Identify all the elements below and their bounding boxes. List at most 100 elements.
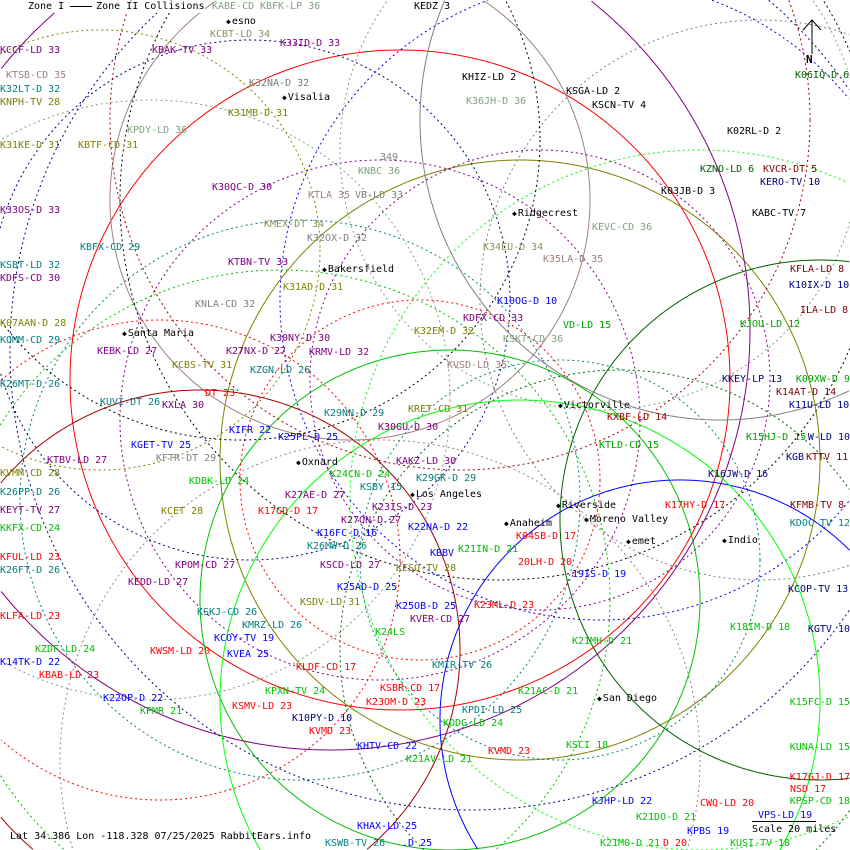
station-label[interactable]: K16FC-D 16	[317, 528, 378, 539]
station-label[interactable]: KTLA 35	[308, 190, 351, 201]
station-label[interactable]: K22OP-D 22	[103, 693, 164, 704]
station-label[interactable]: KNLA-CD 32	[195, 299, 256, 310]
station-label[interactable]: KVER-CD 27	[410, 614, 471, 625]
station-label[interactable]: KEYT-TV 27	[0, 505, 61, 516]
station-label[interactable]: K16JW-D 16	[708, 469, 769, 480]
station-label[interactable]: KPMR 21	[140, 706, 183, 717]
station-label[interactable]: K26FT-D 26	[0, 565, 61, 576]
station-label[interactable]: K06IQ-D 6	[795, 70, 850, 81]
station-label[interactable]: KCOY-TV 19	[214, 633, 275, 644]
station-label[interactable]: CWQ-LD 20	[700, 798, 755, 809]
station-label[interactable]: K23OM-D 23	[366, 697, 427, 708]
station-label[interactable]: K31AD-D 31	[283, 282, 344, 293]
station-label[interactable]: KPOM-CD 27	[175, 560, 236, 571]
station-label[interactable]: KCCF-LD 33	[0, 45, 61, 56]
station-label[interactable]: 20LH-D 20	[518, 557, 573, 568]
station-label[interactable]: KUVI-DT 26	[100, 397, 161, 408]
station-label[interactable]: K23IS-D 23	[372, 502, 433, 513]
station-label[interactable]: KSWB-TV 26	[325, 838, 386, 849]
station-label[interactable]: KTSB-CD 35	[6, 70, 67, 81]
station-label[interactable]: KEBK-LD 27	[97, 346, 158, 357]
station-label[interactable]: K29NN-D 29	[324, 408, 385, 419]
station-label[interactable]: KSBY 15	[360, 482, 403, 493]
station-label[interactable]: K27ON-D 27	[341, 515, 402, 526]
station-label[interactable]: KRMV-LD 32	[309, 347, 370, 358]
station-label[interactable]: KDFS-CD 30	[0, 273, 61, 284]
station-label[interactable]: KESQ-TV 28	[396, 563, 457, 574]
station-label[interactable]: K21DO-D 21	[636, 812, 697, 823]
station-label[interactable]: KUSI-TV 18	[730, 838, 791, 849]
station-label[interactable]: NSD 17	[790, 784, 827, 795]
station-label[interactable]: K27AE-D 27	[285, 490, 346, 501]
station-label[interactable]: K15HJ-D 15	[746, 432, 807, 443]
station-label[interactable]: K14TK-D 22	[0, 657, 61, 668]
station-label[interactable]: K21AV-LD 21	[406, 754, 473, 765]
station-label[interactable]: KPDI-LD 25	[462, 705, 523, 716]
station-label[interactable]: K18IM-D 18	[730, 622, 791, 633]
station-label[interactable]: KSDV-LD 31	[300, 597, 361, 608]
station-label[interactable]: KFUL-LD 23	[0, 552, 61, 563]
station-label[interactable]: KRET-CD 31	[408, 404, 469, 415]
station-label[interactable]: KTBN-TV 33	[228, 257, 289, 268]
station-label[interactable]: DT 23	[205, 388, 236, 399]
station-label[interactable]: KXBF-LD 14	[607, 412, 668, 423]
station-label[interactable]: KNPH-TV 28	[0, 97, 61, 108]
station-label[interactable]: K21IN-D 21	[458, 544, 519, 555]
station-label[interactable]: KLDF-CD 17	[296, 662, 357, 673]
station-label[interactable]: 19IS-D 19	[572, 569, 627, 580]
station-label[interactable]: KSGA-LD 2	[566, 86, 621, 97]
station-label[interactable]: VPS-LD 19	[758, 810, 813, 821]
station-label[interactable]: K21AC-D 21	[518, 686, 579, 697]
station-label[interactable]: KVMD 23	[488, 746, 531, 757]
station-label[interactable]: K11U-LD 10	[789, 400, 850, 411]
station-label[interactable]: K30GU-D 30	[378, 422, 439, 433]
station-label[interactable]: K32OX-D 32	[307, 233, 368, 244]
station-label[interactable]: K26PP-D 26	[0, 487, 61, 498]
station-label[interactable]: KPBS 19	[687, 826, 730, 837]
station-label[interactable]: KZDF-LD 24	[35, 644, 96, 655]
station-label[interactable]: KEDD-LD 27	[128, 577, 189, 588]
station-label[interactable]: KHTV-CD 22	[357, 741, 418, 752]
station-label[interactable]: KABC-TV 7	[752, 208, 807, 219]
station-label[interactable]: D 20	[663, 838, 688, 849]
station-label[interactable]: K03JB-D 3	[661, 186, 716, 197]
station-label[interactable]: 349	[380, 152, 399, 163]
station-label[interactable]: W-LD 10	[807, 432, 850, 443]
station-label[interactable]: KOMM-CD 29	[0, 335, 61, 346]
station-label[interactable]: KTTV 11	[806, 452, 849, 463]
station-label[interactable]: KHIZ-LD 2	[462, 72, 517, 83]
station-label[interactable]: KMEX-DT 34	[264, 219, 325, 230]
station-label[interactable]: KLFA-LD 23	[0, 611, 61, 622]
station-label[interactable]: K17GD-D 17	[258, 506, 319, 517]
station-label[interactable]: KKEY-LP 13	[722, 374, 783, 385]
station-label[interactable]: ILA-LD 8	[800, 305, 849, 316]
station-label[interactable]: KHAX-LD 25	[357, 821, 418, 832]
station-label[interactable]: KCBS-TV 31	[172, 360, 233, 371]
station-label[interactable]: KSCI 18	[566, 740, 609, 751]
station-label[interactable]: KMRZ-LD 26	[242, 620, 303, 631]
station-label[interactable]: KBFK-LP 36	[260, 1, 321, 12]
station-label[interactable]: K10PY-D 10	[292, 713, 353, 724]
station-label[interactable]: KEDZ 3	[414, 1, 451, 12]
station-label[interactable]: KNBC 36	[358, 166, 401, 177]
station-label[interactable]: K22NA-D 22	[408, 522, 469, 533]
station-label[interactable]: K30QC-D 30	[212, 182, 273, 193]
station-label[interactable]: K10IX-D 10	[789, 280, 850, 291]
station-label[interactable]: KPSP-CD 18	[789, 796, 850, 807]
station-label[interactable]: KFTR-DT 29	[156, 453, 217, 464]
station-label[interactable]: K33OS-D 33	[0, 205, 61, 216]
station-label[interactable]: KSBR-CD 17	[380, 683, 441, 694]
station-label[interactable]: K17GJ-D 17	[789, 772, 850, 783]
station-label[interactable]: KSMV-LD 23	[232, 701, 293, 712]
station-label[interactable]: K09XW-D 9	[795, 374, 850, 385]
station-label[interactable]: KSCD-LD 27	[320, 560, 381, 571]
station-label[interactable]: KDOC-TV 12	[789, 518, 850, 529]
station-label[interactable]: KJOU-LD 12	[740, 319, 801, 330]
station-label[interactable]: KMIR-TV 26	[432, 660, 493, 671]
station-label[interactable]: KIFR 22	[229, 425, 272, 436]
station-label[interactable]: KXLA 30	[162, 400, 205, 411]
station-label[interactable]: .D 25	[402, 838, 433, 849]
station-label[interactable]: K15FC-D 15	[789, 697, 850, 708]
station-label[interactable]: KCOP-TV 13	[788, 584, 849, 595]
